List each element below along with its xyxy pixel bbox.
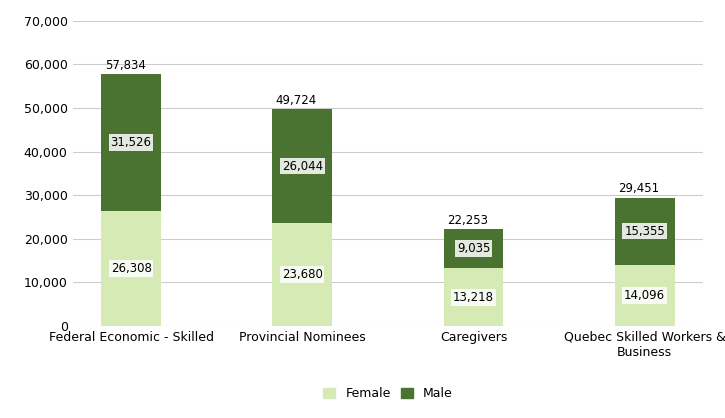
Text: 13,218: 13,218 — [453, 291, 494, 304]
Bar — [444, 268, 503, 326]
Bar — [273, 109, 332, 223]
Bar — [615, 265, 674, 326]
Text: 57,834: 57,834 — [104, 59, 146, 72]
Bar — [102, 212, 161, 326]
Bar — [273, 223, 332, 326]
Text: 14,096: 14,096 — [624, 289, 666, 302]
Text: 29,451: 29,451 — [618, 183, 659, 196]
Text: 26,308: 26,308 — [111, 262, 152, 275]
Bar — [444, 229, 503, 268]
Text: 23,680: 23,680 — [282, 268, 323, 281]
Text: 22,253: 22,253 — [447, 214, 488, 227]
Text: 31,526: 31,526 — [111, 136, 152, 149]
Text: 49,724: 49,724 — [276, 94, 317, 107]
Bar — [102, 74, 161, 212]
Legend: Female, Male: Female, Male — [318, 382, 458, 405]
Text: 26,044: 26,044 — [282, 160, 323, 173]
Text: 9,035: 9,035 — [457, 242, 490, 255]
Bar — [615, 198, 674, 265]
Text: 15,355: 15,355 — [624, 224, 665, 237]
